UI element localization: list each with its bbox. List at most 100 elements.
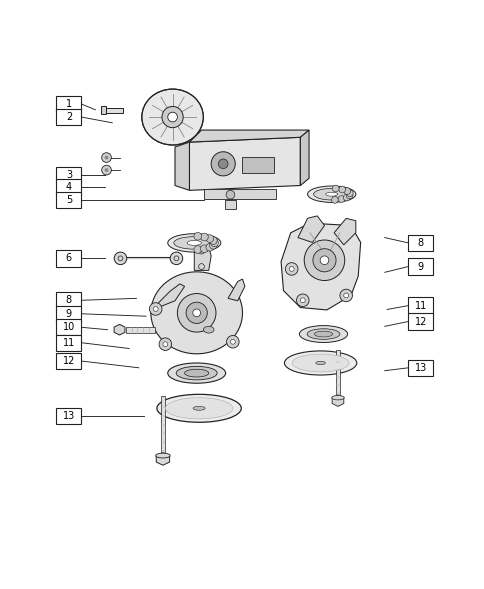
Bar: [242, 157, 273, 174]
Circle shape: [331, 197, 337, 203]
Ellipse shape: [203, 326, 213, 333]
Polygon shape: [175, 142, 189, 190]
FancyBboxPatch shape: [56, 319, 81, 336]
Ellipse shape: [184, 369, 208, 377]
FancyBboxPatch shape: [56, 179, 81, 196]
Circle shape: [206, 234, 213, 243]
Circle shape: [105, 168, 108, 172]
Circle shape: [170, 252, 182, 264]
Ellipse shape: [167, 234, 220, 252]
Polygon shape: [156, 453, 169, 465]
Circle shape: [230, 339, 235, 344]
Ellipse shape: [187, 240, 201, 245]
Text: 9: 9: [66, 309, 72, 319]
Text: 6: 6: [66, 253, 72, 263]
Text: 1: 1: [66, 99, 72, 109]
Circle shape: [337, 196, 344, 203]
Circle shape: [300, 298, 304, 303]
Circle shape: [102, 153, 111, 163]
Circle shape: [186, 302, 207, 323]
Circle shape: [218, 159, 227, 168]
Circle shape: [206, 243, 213, 251]
Circle shape: [346, 192, 352, 199]
Text: 9: 9: [417, 262, 423, 272]
FancyBboxPatch shape: [56, 306, 81, 322]
Ellipse shape: [176, 366, 217, 380]
Circle shape: [209, 237, 217, 244]
FancyBboxPatch shape: [56, 192, 81, 208]
Polygon shape: [227, 279, 244, 301]
Circle shape: [194, 246, 201, 253]
Circle shape: [194, 233, 201, 240]
Text: 10: 10: [62, 322, 75, 332]
Circle shape: [346, 190, 352, 197]
Text: 13: 13: [62, 411, 75, 421]
Circle shape: [285, 263, 297, 275]
Bar: [335, 350, 339, 396]
Circle shape: [210, 239, 218, 247]
Bar: [203, 190, 276, 199]
Circle shape: [167, 112, 177, 122]
Bar: [224, 200, 236, 209]
Text: 3: 3: [66, 170, 72, 180]
FancyBboxPatch shape: [56, 250, 81, 267]
FancyBboxPatch shape: [408, 234, 433, 251]
Bar: [160, 396, 165, 454]
Circle shape: [343, 194, 349, 201]
Ellipse shape: [165, 398, 232, 419]
Polygon shape: [333, 219, 355, 245]
Text: 2: 2: [66, 112, 72, 122]
Polygon shape: [114, 325, 125, 335]
Text: 12: 12: [62, 356, 75, 366]
Ellipse shape: [315, 361, 325, 365]
Circle shape: [343, 293, 348, 298]
FancyBboxPatch shape: [56, 408, 81, 424]
Circle shape: [209, 241, 217, 249]
Circle shape: [177, 293, 215, 332]
Ellipse shape: [291, 354, 348, 372]
Circle shape: [163, 342, 167, 346]
Circle shape: [338, 186, 345, 193]
FancyBboxPatch shape: [56, 109, 81, 125]
Ellipse shape: [313, 188, 349, 200]
Ellipse shape: [151, 272, 242, 354]
FancyBboxPatch shape: [408, 360, 433, 376]
Circle shape: [153, 306, 158, 312]
Polygon shape: [281, 223, 360, 310]
Circle shape: [332, 185, 338, 192]
Text: 5: 5: [66, 195, 72, 205]
Text: 8: 8: [66, 295, 72, 305]
Text: 4: 4: [66, 183, 72, 193]
Circle shape: [303, 240, 344, 280]
FancyBboxPatch shape: [408, 259, 433, 274]
Circle shape: [105, 155, 108, 160]
FancyBboxPatch shape: [56, 353, 81, 369]
Ellipse shape: [325, 192, 337, 196]
Polygon shape: [332, 395, 343, 406]
Circle shape: [226, 190, 234, 199]
Circle shape: [312, 249, 335, 272]
FancyBboxPatch shape: [408, 313, 433, 330]
FancyBboxPatch shape: [56, 96, 81, 112]
Polygon shape: [300, 130, 308, 186]
Ellipse shape: [193, 406, 205, 410]
Ellipse shape: [173, 237, 214, 249]
Ellipse shape: [307, 186, 355, 203]
Circle shape: [226, 336, 239, 348]
Ellipse shape: [299, 326, 347, 342]
Polygon shape: [194, 246, 211, 270]
Ellipse shape: [167, 363, 225, 383]
Circle shape: [162, 107, 183, 128]
FancyBboxPatch shape: [56, 335, 81, 351]
FancyBboxPatch shape: [56, 292, 81, 309]
Ellipse shape: [331, 396, 344, 400]
Circle shape: [343, 188, 350, 194]
Ellipse shape: [157, 394, 241, 422]
Text: 11: 11: [414, 300, 426, 310]
Ellipse shape: [306, 329, 339, 339]
Circle shape: [296, 294, 308, 306]
Polygon shape: [297, 216, 324, 243]
Polygon shape: [189, 137, 300, 190]
Polygon shape: [151, 284, 184, 310]
FancyBboxPatch shape: [408, 297, 433, 314]
